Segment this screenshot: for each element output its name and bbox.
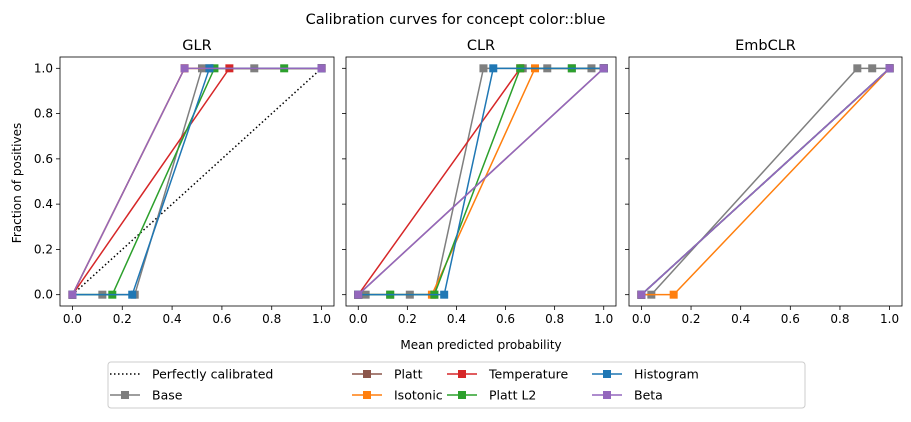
subplot-title: CLR bbox=[467, 38, 495, 54]
y-axis-label: Fraction of positives bbox=[10, 123, 24, 243]
subplot-title: GLR bbox=[182, 38, 211, 54]
y-tick-label: 0.6 bbox=[34, 152, 53, 166]
x-tick-label: 1.0 bbox=[594, 312, 613, 326]
x-tick-label: 0.0 bbox=[63, 312, 82, 326]
x-tick-label: 0.6 bbox=[496, 312, 515, 326]
series-beta bbox=[68, 64, 326, 299]
legend-label: Histogram bbox=[634, 367, 699, 382]
x-tick-label: 0.4 bbox=[731, 312, 750, 326]
legend-entry-perfectly-calibrated: Perfectly calibrated bbox=[110, 367, 273, 382]
data-point bbox=[885, 64, 894, 73]
x-tick-label: 1.0 bbox=[312, 312, 331, 326]
data-point bbox=[128, 290, 137, 299]
data-point bbox=[637, 290, 646, 299]
x-axis-label: Mean predicted probability bbox=[400, 338, 561, 352]
legend-entry-platt-l2: Platt L2 bbox=[447, 388, 536, 403]
x-tick-label: 0.6 bbox=[781, 312, 800, 326]
data-point bbox=[599, 64, 608, 73]
perfectly-calibrated-line bbox=[71, 67, 323, 296]
legend-entry-isotonic: Isotonic bbox=[352, 388, 443, 403]
x-tick-label: 1.0 bbox=[880, 312, 899, 326]
legend-entry-base: Base bbox=[110, 388, 183, 403]
y-tick-label: 0.2 bbox=[34, 242, 53, 256]
legend-marker bbox=[603, 370, 611, 378]
data-point bbox=[489, 64, 498, 73]
legend-marker bbox=[121, 391, 129, 399]
legend-label: Base bbox=[152, 388, 183, 403]
y-tick-label: 0.4 bbox=[34, 197, 53, 211]
data-point bbox=[440, 290, 449, 299]
y-tick-label: 0.0 bbox=[34, 288, 53, 302]
axes-frame bbox=[628, 56, 903, 307]
x-tick-label: 0.8 bbox=[262, 312, 281, 326]
legend-label: Perfectly calibrated bbox=[152, 367, 273, 382]
x-tick-label: 0.0 bbox=[349, 312, 368, 326]
legend-entry-histogram: Histogram bbox=[592, 367, 699, 382]
axes-frame bbox=[345, 56, 617, 307]
series-line bbox=[358, 67, 604, 296]
data-point bbox=[354, 290, 363, 299]
legend-marker bbox=[458, 370, 466, 378]
plot-area bbox=[637, 64, 894, 299]
x-tick-label: 0.0 bbox=[632, 312, 651, 326]
legend-marker bbox=[363, 370, 371, 378]
legend-label: Platt L2 bbox=[489, 388, 536, 403]
legend-entry-beta: Beta bbox=[592, 388, 663, 403]
x-tick-label: 0.4 bbox=[163, 312, 182, 326]
data-point bbox=[317, 64, 326, 73]
legend-entry-platt: Platt bbox=[352, 367, 423, 382]
subplot-clr: CLR 0.0 0.2 0.4 0.6 0.8 1.0 bbox=[342, 38, 617, 326]
legend-label: Temperature bbox=[488, 367, 568, 382]
x-tick-label: 0.4 bbox=[447, 312, 466, 326]
subplot-glr: GLR 0.0 0.2 0.4 0.6 0.8 1.0 0.0 0.2 0.4 0.6 0.8 1.0 bbox=[34, 38, 335, 326]
x-tick-label: 0.2 bbox=[398, 312, 417, 326]
x-tick-label: 0.8 bbox=[830, 312, 849, 326]
x-tick-label: 0.2 bbox=[681, 312, 700, 326]
legend-marker bbox=[458, 391, 466, 399]
x-tick-label: 0.8 bbox=[545, 312, 564, 326]
x-tick-label: 0.6 bbox=[212, 312, 231, 326]
y-tick-label: 0.8 bbox=[34, 107, 53, 121]
subplot-embclr: EmbCLR 0.0 0.2 0.4 0.6 0.8 1.0 bbox=[625, 38, 903, 326]
plot-area bbox=[68, 64, 326, 299]
y-tick-label: 1.0 bbox=[34, 61, 53, 75]
series-beta bbox=[354, 64, 608, 299]
subplot-title: EmbCLR bbox=[735, 38, 796, 54]
series-beta bbox=[637, 64, 894, 299]
legend-label: Beta bbox=[634, 388, 663, 403]
legend-marker bbox=[363, 391, 371, 399]
legend-frame bbox=[107, 361, 806, 409]
x-tick-label: 0.2 bbox=[113, 312, 132, 326]
plot-area bbox=[354, 64, 608, 299]
data-point bbox=[669, 290, 678, 299]
legend-entry-temperature: Temperature bbox=[447, 367, 568, 382]
data-point bbox=[68, 290, 77, 299]
legend-marker bbox=[603, 391, 611, 399]
figure-suptitle: Calibration curves for concept color::bl… bbox=[306, 12, 606, 28]
data-point bbox=[180, 64, 189, 73]
data-point bbox=[868, 64, 877, 73]
data-point bbox=[853, 64, 862, 73]
axes-frame bbox=[59, 56, 335, 307]
series-line bbox=[357, 67, 605, 296]
data-point bbox=[479, 64, 488, 73]
legend-label: Isotonic bbox=[394, 388, 443, 403]
legend: Perfectly calibrated Base Platt Isotonic Tem… bbox=[107, 361, 806, 409]
series-line bbox=[640, 67, 891, 296]
legend-label: Platt bbox=[394, 367, 423, 382]
